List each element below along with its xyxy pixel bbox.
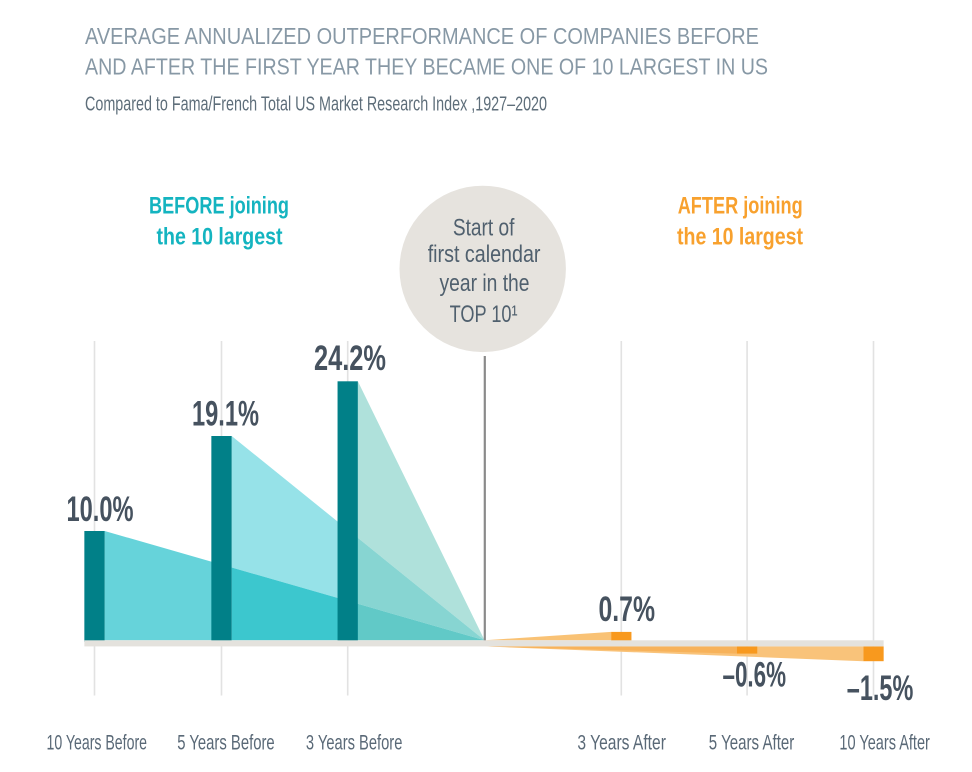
svg-text:the 10 largest: the 10 largest	[677, 223, 803, 250]
svg-text:3 Years After: 3 Years After	[577, 732, 666, 755]
svg-text:0.7%: 0.7%	[599, 589, 656, 629]
svg-text:AFTER joining: AFTER joining	[678, 193, 803, 220]
svg-text:5 Years After: 5 Years After	[709, 732, 795, 755]
svg-text:the 10 largest: the 10 largest	[157, 223, 283, 250]
svg-text:3 Years Before: 3 Years Before	[306, 732, 403, 755]
svg-text:–0.6%: –0.6%	[723, 655, 787, 695]
svg-text:19.1%: 19.1%	[192, 394, 259, 434]
svg-text:10.0%: 10.0%	[67, 489, 134, 529]
svg-text:AND AFTER THE FIRST YEAR THEY: AND AFTER THE FIRST YEAR THEY BECAME ONE…	[85, 53, 768, 79]
svg-text:Start of: Start of	[453, 214, 515, 241]
svg-text:–1.5%: –1.5%	[847, 668, 914, 708]
svg-text:AVERAGE ANNUALIZED OUTPERFORMA: AVERAGE ANNUALIZED OUTPERFORMANCE OF COM…	[85, 23, 759, 49]
svg-text:10 Years Before: 10 Years Before	[47, 732, 148, 755]
svg-text:BEFORE joining: BEFORE joining	[149, 193, 289, 220]
svg-text:TOP 10¹: TOP 10¹	[450, 301, 518, 328]
svg-text:24.2%: 24.2%	[314, 338, 386, 378]
svg-text:10 Years After: 10 Years After	[839, 732, 930, 755]
svg-text:first calendar: first calendar	[428, 241, 541, 268]
svg-text:year in the: year in the	[440, 270, 530, 297]
svg-text:Compared to Fama/French Total: Compared to Fama/French Total US Market …	[85, 94, 547, 116]
svg-text:5 Years Before: 5 Years Before	[177, 732, 275, 755]
